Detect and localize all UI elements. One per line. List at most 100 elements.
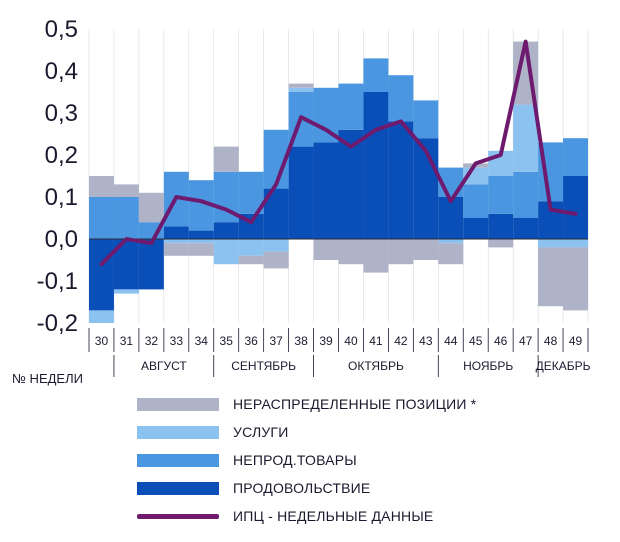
legend-swatch-nonfood bbox=[137, 453, 219, 467]
bar-нераспределенные-позиции- bbox=[488, 239, 514, 248]
week-label: 36 bbox=[244, 334, 258, 348]
week-label: 33 bbox=[170, 334, 184, 348]
bar-продовольствие bbox=[438, 197, 464, 239]
legend-label-unallocated: НЕРАСПРЕДЕЛЕННЫЕ ПОЗИЦИИ * bbox=[233, 396, 477, 412]
month-label: ОКТЯБРЬ bbox=[348, 359, 404, 373]
cpi-line-layer bbox=[99, 39, 578, 267]
legend-item-unallocated: НЕРАСПРЕДЕЛЕННЫЕ ПОЗИЦИИ * bbox=[137, 390, 476, 418]
bar-услуги bbox=[538, 239, 564, 248]
bar-продовольствие bbox=[163, 226, 189, 239]
week-label: 42 bbox=[394, 334, 408, 348]
bar-услуги bbox=[438, 239, 464, 244]
week-label: 46 bbox=[494, 334, 508, 348]
bar-продовольствие bbox=[463, 218, 489, 239]
bar-непрод-товары bbox=[488, 176, 514, 214]
bar-продовольствие bbox=[513, 218, 539, 239]
legend-item-nonfood: НЕПРОД.ТОВАРЫ bbox=[137, 446, 476, 474]
stacked-bars bbox=[89, 41, 588, 323]
bar-нераспределенные-позиции- bbox=[163, 243, 189, 256]
cpi-weekly-chart: 0,5 0,4 0,3 0,2 0,1 0,0 -0,1 -0,2 30 31 32 33 34 35 3… bbox=[12, 16, 591, 386]
x-axis: 30 31 32 33 34 35 36 37 38 39 40 41 42 43 44 45 46 47 48 49… bbox=[88, 328, 591, 377]
bar-продовольствие bbox=[363, 92, 389, 239]
bar-продовольствие bbox=[89, 239, 114, 311]
bar-нераспределенные-позиции- bbox=[138, 192, 164, 223]
bar-услуги bbox=[163, 239, 189, 244]
bar-услуги bbox=[89, 310, 114, 323]
bar-непрод-товары bbox=[89, 197, 114, 239]
legend-swatch-food bbox=[137, 481, 219, 495]
bar-услуги bbox=[263, 239, 289, 252]
x-axis-title: № НЕДЕЛИ bbox=[12, 371, 83, 386]
bar-нераспределенные-позиции- bbox=[288, 83, 314, 88]
bar-продовольствие bbox=[563, 176, 588, 239]
bar-нераспределенные-позиции- bbox=[213, 146, 239, 172]
bar-продовольствие bbox=[313, 142, 339, 239]
legend-swatch-services bbox=[137, 425, 219, 439]
legend-swatch-cpi bbox=[137, 513, 219, 519]
legend-label-food: ПРОДОВОЛЬСТВИЕ bbox=[233, 480, 371, 496]
bar-услуги bbox=[238, 239, 264, 256]
week-label: 34 bbox=[195, 334, 209, 348]
y-tick-label: 0,2 bbox=[45, 142, 78, 169]
week-label: 39 bbox=[319, 334, 333, 348]
y-tick-label: 0,3 bbox=[45, 100, 78, 127]
bar-непрод-товары bbox=[413, 100, 439, 139]
bar-нераспределенные-позиции- bbox=[263, 251, 289, 269]
bar-услуги bbox=[563, 239, 588, 248]
bar-продовольствие bbox=[388, 121, 414, 239]
legend-item-cpi: ИПЦ - НЕДЕЛЬНЫЕ ДАННЫЕ bbox=[137, 502, 476, 530]
bar-продовольствие bbox=[138, 239, 164, 290]
y-tick-label: 0,1 bbox=[45, 184, 78, 211]
legend-label-services: УСЛУГИ bbox=[233, 424, 289, 440]
y-tick-label: 0,0 bbox=[45, 226, 78, 253]
bar-нераспределенные-позиции- bbox=[188, 243, 214, 256]
legend-item-food: ПРОДОВОЛЬСТВИЕ bbox=[137, 474, 476, 502]
bar-непрод-товары bbox=[563, 138, 588, 176]
bar-нераспределенные-позиции- bbox=[363, 239, 389, 273]
bar-нераспределенные-позиции- bbox=[313, 239, 339, 260]
week-label: 32 bbox=[145, 334, 159, 348]
chart-legend: НЕРАСПРЕДЕЛЕННЫЕ ПОЗИЦИИ * УСЛУГИ НЕПРОД… bbox=[137, 390, 476, 530]
bar-непрод-товары bbox=[338, 83, 364, 130]
week-label: 37 bbox=[269, 334, 283, 348]
bar-нераспределенные-позиции- bbox=[563, 247, 588, 311]
week-label: 38 bbox=[294, 334, 308, 348]
legend-item-services: УСЛУГИ bbox=[137, 418, 476, 446]
bar-услуги bbox=[113, 289, 139, 294]
week-label: 41 bbox=[369, 334, 383, 348]
cpi-line bbox=[99, 39, 578, 267]
week-label: 44 bbox=[444, 334, 458, 348]
bar-услуги bbox=[188, 239, 214, 244]
y-tick-label: 0,5 bbox=[45, 16, 78, 43]
legend-label-cpi: ИПЦ - НЕДЕЛЬНЫЕ ДАННЫЕ bbox=[233, 508, 434, 524]
bar-нераспределенные-позиции- bbox=[238, 255, 264, 265]
bar-услуги bbox=[288, 87, 314, 92]
bar-нераспределенные-позиции- bbox=[388, 239, 414, 265]
y-tick-label: -0,1 bbox=[37, 268, 78, 295]
y-tick-label: -0,2 bbox=[37, 310, 78, 337]
bar-нераспределенные-позиции- bbox=[113, 184, 139, 197]
bar-непрод-товары bbox=[388, 75, 414, 122]
week-label: 30 bbox=[95, 334, 109, 348]
week-label: 47 bbox=[519, 334, 533, 348]
month-label: НОЯБРЬ bbox=[463, 359, 513, 373]
week-label: 31 bbox=[120, 334, 134, 348]
month-label: СЕНТЯБРЬ bbox=[231, 359, 296, 373]
week-label: 40 bbox=[344, 334, 358, 348]
bar-непрод-товары bbox=[113, 197, 139, 239]
y-axis: 0,5 0,4 0,3 0,2 0,1 0,0 -0,1 -0,2 bbox=[37, 16, 78, 337]
y-tick-label: 0,4 bbox=[45, 58, 78, 85]
legend-label-nonfood: НЕПРОД.ТОВАРЫ bbox=[233, 452, 357, 468]
week-label: 49 bbox=[569, 334, 583, 348]
week-label: 45 bbox=[469, 334, 483, 348]
bar-нераспределенные-позиции- bbox=[538, 247, 564, 307]
week-label: 35 bbox=[220, 334, 234, 348]
month-label: АВГУСТ bbox=[141, 359, 187, 373]
month-label: ДЕКАБРЬ bbox=[536, 359, 591, 373]
bar-услуги bbox=[513, 104, 539, 172]
bar-нераспределенные-позиции- bbox=[413, 239, 439, 260]
week-label: 48 bbox=[544, 334, 558, 348]
bar-нераспределенные-позиции- bbox=[89, 176, 114, 197]
bar-продовольствие bbox=[188, 230, 214, 239]
bar-услуги bbox=[213, 239, 239, 265]
